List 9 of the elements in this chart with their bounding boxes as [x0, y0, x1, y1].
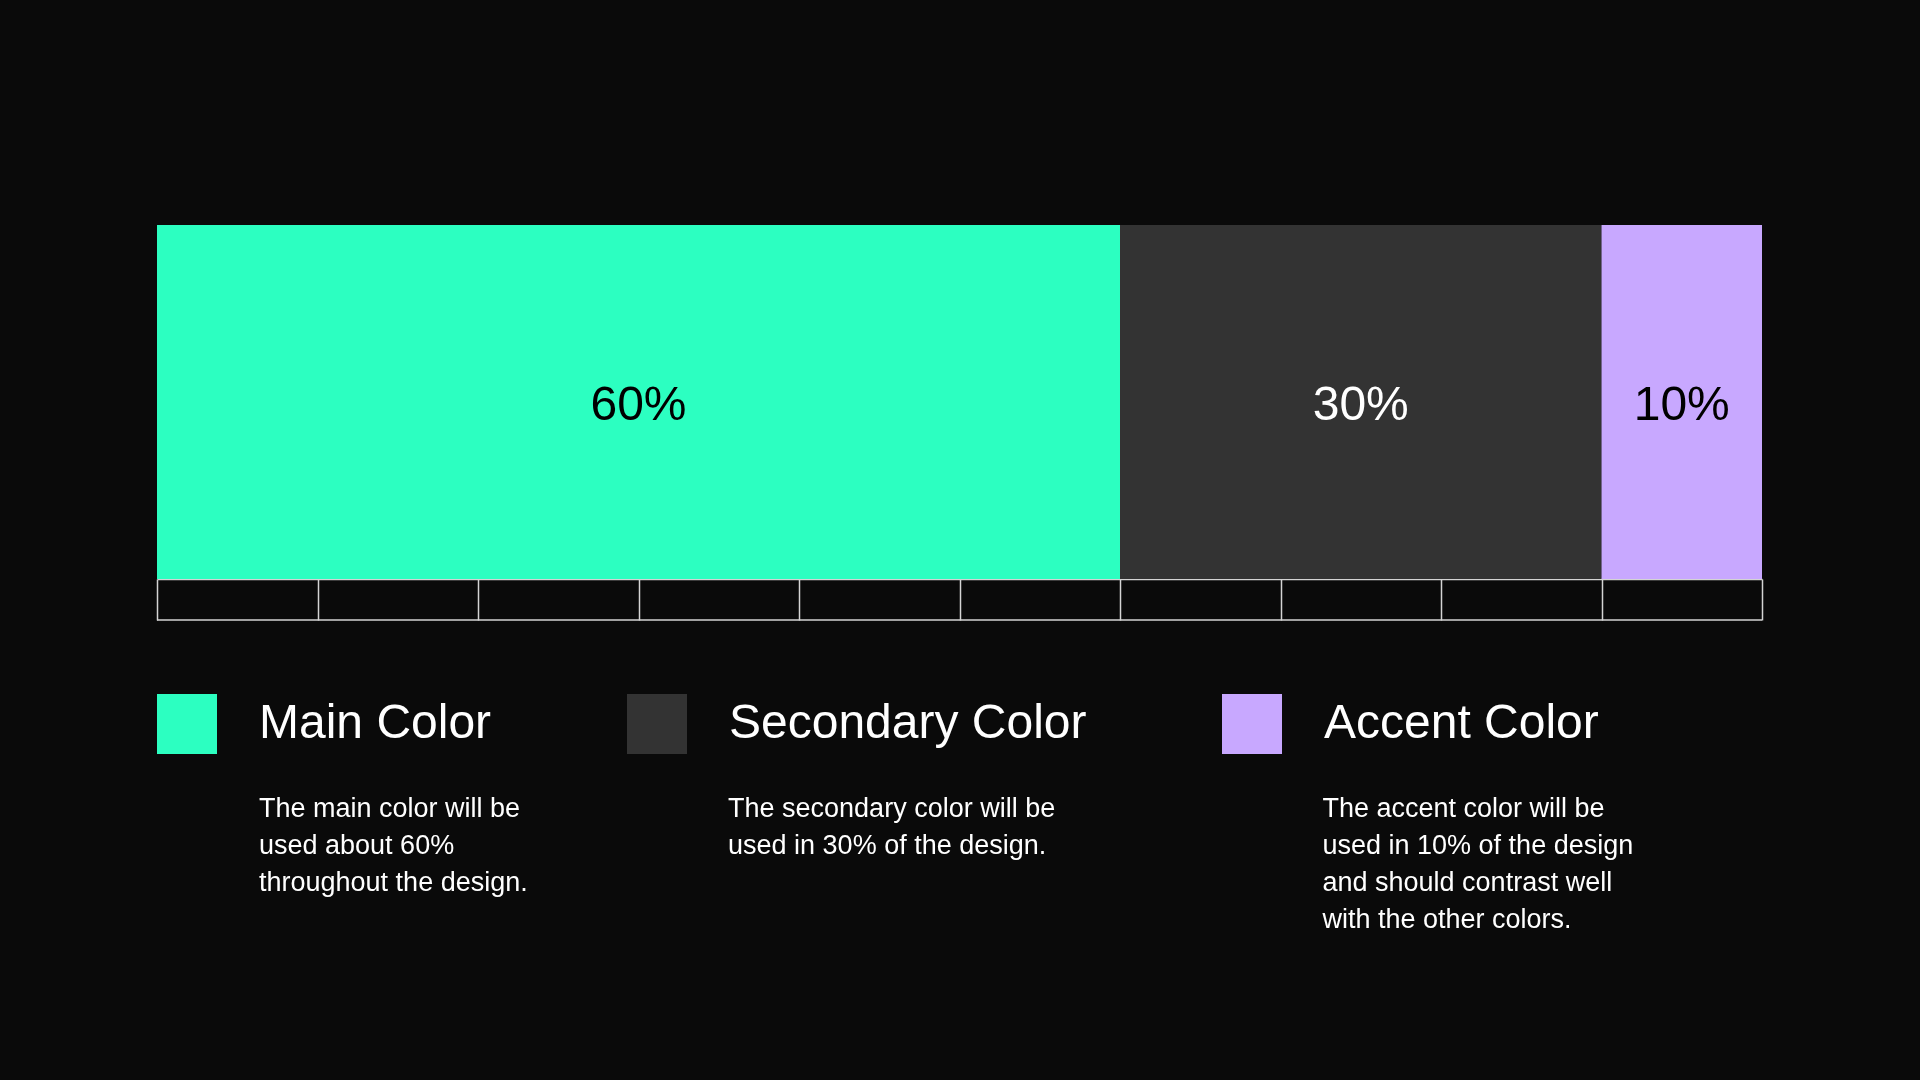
text: The accent color will be used in 10% of the design and should contrast well with the other colors.: [1321, 793, 1634, 934]
text: The secondary color will be used in 30% of the design.: [728, 793, 1056, 860]
text: The main color will be used about 60% throughout the design.: [259, 793, 528, 897]
legend-label: Accent Color: [1324, 695, 1599, 748]
legend-label: Secondary Color: [729, 695, 1087, 748]
legend-label: Main Color: [259, 695, 492, 748]
data-label: 60%: [590, 377, 687, 430]
data-label: 10%: [1633, 377, 1730, 430]
data-label: 30%: [1312, 377, 1409, 430]
